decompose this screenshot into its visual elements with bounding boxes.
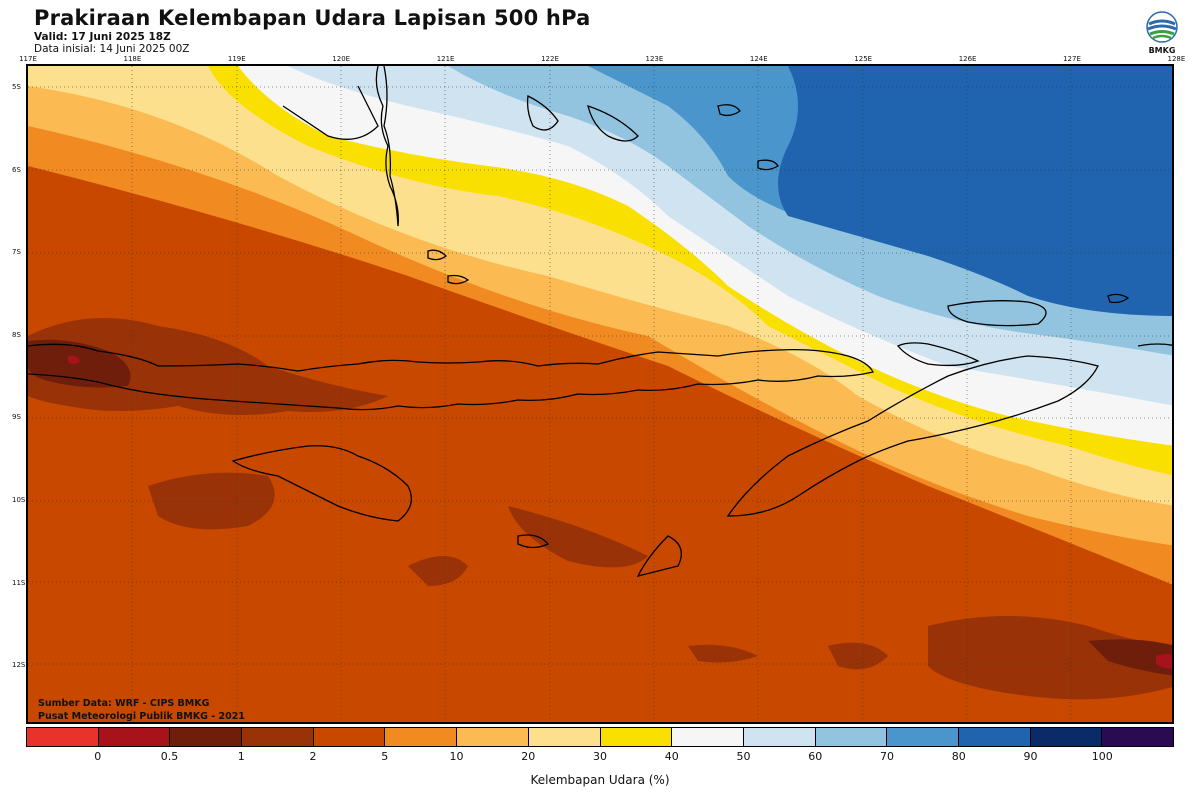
init-time: Data inisial: 14 Juni 2025 00Z: [34, 43, 190, 55]
colorbar-tick-label: 30: [593, 750, 607, 763]
colorbar-segment: [313, 728, 386, 746]
colorbar-tick-label: 2: [309, 750, 317, 763]
colorbar: [26, 727, 1174, 747]
bmkg-logo: BMKG: [1143, 10, 1181, 55]
longitude-label: 127E: [1063, 55, 1081, 63]
colorbar-segment: [242, 728, 314, 746]
latitude-label: 5S: [12, 83, 21, 91]
colorbar-tick-label: 1: [237, 750, 245, 763]
colorbar-segment: [170, 728, 243, 746]
colorbar-segment: [528, 728, 601, 746]
colorbar-segment: [743, 728, 816, 746]
latitude-label: 8S: [12, 330, 21, 339]
longitude-label: 121E: [436, 55, 455, 63]
latitude-label: 12S: [12, 661, 26, 670]
longitude-label: 119E: [227, 55, 246, 63]
longitude-label: 125E: [854, 55, 873, 63]
map-title: Prakiraan Kelembapan Udara Lapisan 500 h…: [34, 6, 591, 30]
coastlines: [28, 66, 1172, 577]
longitude-label: 124E: [749, 55, 768, 63]
colorbar-segment: [958, 728, 1031, 746]
longitude-label: 126E: [958, 55, 977, 63]
colorbar-tick-label: 90: [1023, 750, 1038, 763]
longitude-label: 118E: [123, 55, 142, 63]
longitude-label: 128E: [1167, 55, 1186, 63]
colorbar-tick-label: 40: [664, 750, 679, 763]
colorbar-segment: [27, 728, 99, 746]
colorbar-label: Kelembapan Udara (%): [530, 773, 670, 787]
bmkg-logo-label: BMKG: [1148, 46, 1176, 55]
colorbar-tick-label: 80: [951, 750, 966, 763]
latitude-label: 10S: [12, 496, 26, 504]
colorbar-segment: [672, 728, 744, 746]
colorbar-segment: [1030, 728, 1103, 746]
data-source-credit: Sumber Data: WRF - CIPS BMKG: [38, 698, 210, 709]
grid-lines: [28, 66, 1172, 722]
latitude-label: 6S: [12, 165, 21, 174]
longitude-label: 123E: [645, 55, 664, 63]
colorbar-tick-label: 0.5: [160, 750, 179, 763]
latitude-label: 7S: [12, 248, 21, 257]
colorbar-tick-label: 10: [449, 750, 464, 763]
colorbar-tick-label: 20: [521, 750, 536, 763]
colorbar-tick-label: 50: [736, 750, 751, 763]
colorbar-tick-label: 0: [94, 750, 102, 763]
colorbar-tick-label: 60: [808, 750, 823, 763]
latitude-label: 9S: [12, 413, 21, 422]
publisher-credit: Pusat Meteorologi Publik BMKG - 2021: [38, 711, 245, 722]
bmkg-logo-icon: [1146, 11, 1178, 43]
longitude-label: 122E: [541, 55, 559, 63]
colorbar-segment: [98, 728, 171, 746]
valid-time: Valid: 17 Juni 2025 18Z: [34, 31, 171, 43]
colorbar-tick-label: 5: [381, 750, 389, 763]
colorbar-tick-label: 70: [880, 750, 894, 763]
colorbar-segment: [385, 728, 458, 746]
colorbar-segment: [887, 728, 959, 746]
colorbar-segment: [600, 728, 673, 746]
latitude-label: 11S: [12, 578, 26, 587]
longitude-label: 117E: [19, 55, 37, 63]
longitude-label: 120E: [332, 55, 351, 63]
colorbar-segment: [457, 728, 529, 746]
colorbar-segment: [1102, 728, 1173, 746]
humidity-map: Sumber Data: WRF - CIPS BMKG Pusat Meteo…: [26, 64, 1174, 724]
colorbar-tick-label: 100: [1091, 750, 1113, 763]
colorbar-segment: [815, 728, 888, 746]
